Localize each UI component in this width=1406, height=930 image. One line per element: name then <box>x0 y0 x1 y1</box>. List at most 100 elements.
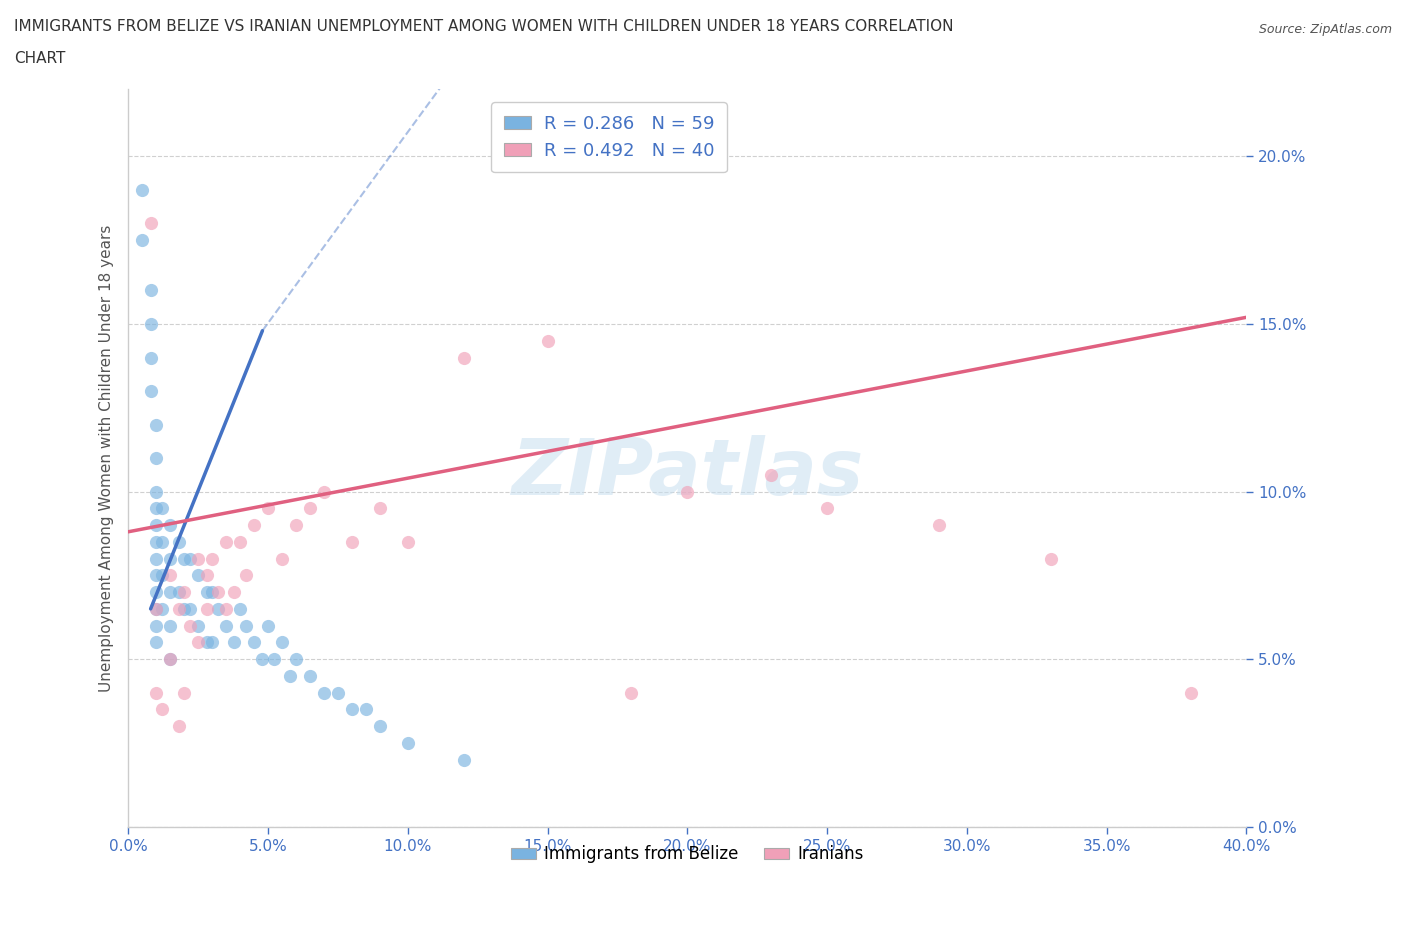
Point <box>173 685 195 700</box>
Point <box>145 585 167 600</box>
Point <box>620 685 643 700</box>
Point <box>131 232 153 247</box>
Point <box>179 618 201 633</box>
Point <box>285 652 308 667</box>
Point <box>207 585 229 600</box>
Point <box>257 501 280 516</box>
Text: ZIPatlas: ZIPatlas <box>512 435 863 511</box>
Point <box>263 652 285 667</box>
Point <box>145 635 167 650</box>
Point <box>145 485 167 499</box>
Point <box>326 685 349 700</box>
Point <box>340 702 363 717</box>
Point <box>252 652 274 667</box>
Point <box>173 585 195 600</box>
Point <box>215 618 238 633</box>
Point <box>761 468 783 483</box>
Point <box>224 585 246 600</box>
Point <box>131 182 153 197</box>
Point <box>145 685 167 700</box>
Point <box>145 568 167 583</box>
Point <box>167 719 190 734</box>
Point <box>195 635 218 650</box>
Point <box>453 752 475 767</box>
Point <box>139 383 162 398</box>
Point <box>139 316 162 331</box>
Point <box>159 652 181 667</box>
Point <box>159 618 181 633</box>
Point <box>1180 685 1202 700</box>
Point <box>159 585 181 600</box>
Point <box>676 485 699 499</box>
Point <box>179 602 201 617</box>
Point <box>354 702 377 717</box>
Point <box>368 719 391 734</box>
Point <box>257 618 280 633</box>
Point <box>195 568 218 583</box>
Point <box>453 350 475 365</box>
Point <box>224 635 246 650</box>
Point <box>139 350 162 365</box>
Point <box>312 685 335 700</box>
Point <box>815 501 838 516</box>
Point <box>1039 551 1062 566</box>
Point <box>298 501 321 516</box>
Legend: Immigrants from Belize, Iranians: Immigrants from Belize, Iranians <box>505 839 870 870</box>
Point <box>139 216 162 231</box>
Point <box>195 602 218 617</box>
Point <box>340 535 363 550</box>
Point <box>201 551 224 566</box>
Point <box>145 417 167 432</box>
Point <box>167 535 190 550</box>
Point <box>243 635 266 650</box>
Text: IMMIGRANTS FROM BELIZE VS IRANIAN UNEMPLOYMENT AMONG WOMEN WITH CHILDREN UNDER 1: IMMIGRANTS FROM BELIZE VS IRANIAN UNEMPL… <box>14 19 953 33</box>
Point <box>271 551 294 566</box>
Point <box>139 283 162 298</box>
Text: Source: ZipAtlas.com: Source: ZipAtlas.com <box>1258 23 1392 36</box>
Y-axis label: Unemployment Among Women with Children Under 18 years: Unemployment Among Women with Children U… <box>100 224 114 692</box>
Point <box>167 602 190 617</box>
Point <box>159 568 181 583</box>
Point <box>928 518 950 533</box>
Point <box>159 551 181 566</box>
Point <box>298 669 321 684</box>
Point <box>145 535 167 550</box>
Text: CHART: CHART <box>14 51 66 66</box>
Point <box>195 585 218 600</box>
Point <box>159 518 181 533</box>
Point <box>150 702 173 717</box>
Point <box>145 518 167 533</box>
Point <box>368 501 391 516</box>
Point <box>536 333 558 348</box>
Point <box>243 518 266 533</box>
Point <box>229 602 252 617</box>
Point <box>235 618 257 633</box>
Point <box>179 551 201 566</box>
Point <box>145 501 167 516</box>
Point <box>229 535 252 550</box>
Point <box>187 551 209 566</box>
Point <box>150 568 173 583</box>
Point <box>215 602 238 617</box>
Point <box>145 618 167 633</box>
Point <box>150 602 173 617</box>
Point <box>187 618 209 633</box>
Point <box>280 669 302 684</box>
Point <box>271 635 294 650</box>
Point <box>312 485 335 499</box>
Point <box>173 551 195 566</box>
Point <box>145 451 167 466</box>
Point <box>285 518 308 533</box>
Point <box>201 585 224 600</box>
Point <box>159 652 181 667</box>
Point <box>201 635 224 650</box>
Point <box>187 635 209 650</box>
Point <box>207 602 229 617</box>
Point <box>145 551 167 566</box>
Point <box>150 535 173 550</box>
Point <box>187 568 209 583</box>
Point <box>215 535 238 550</box>
Point <box>396 736 419 751</box>
Point <box>235 568 257 583</box>
Point <box>150 501 173 516</box>
